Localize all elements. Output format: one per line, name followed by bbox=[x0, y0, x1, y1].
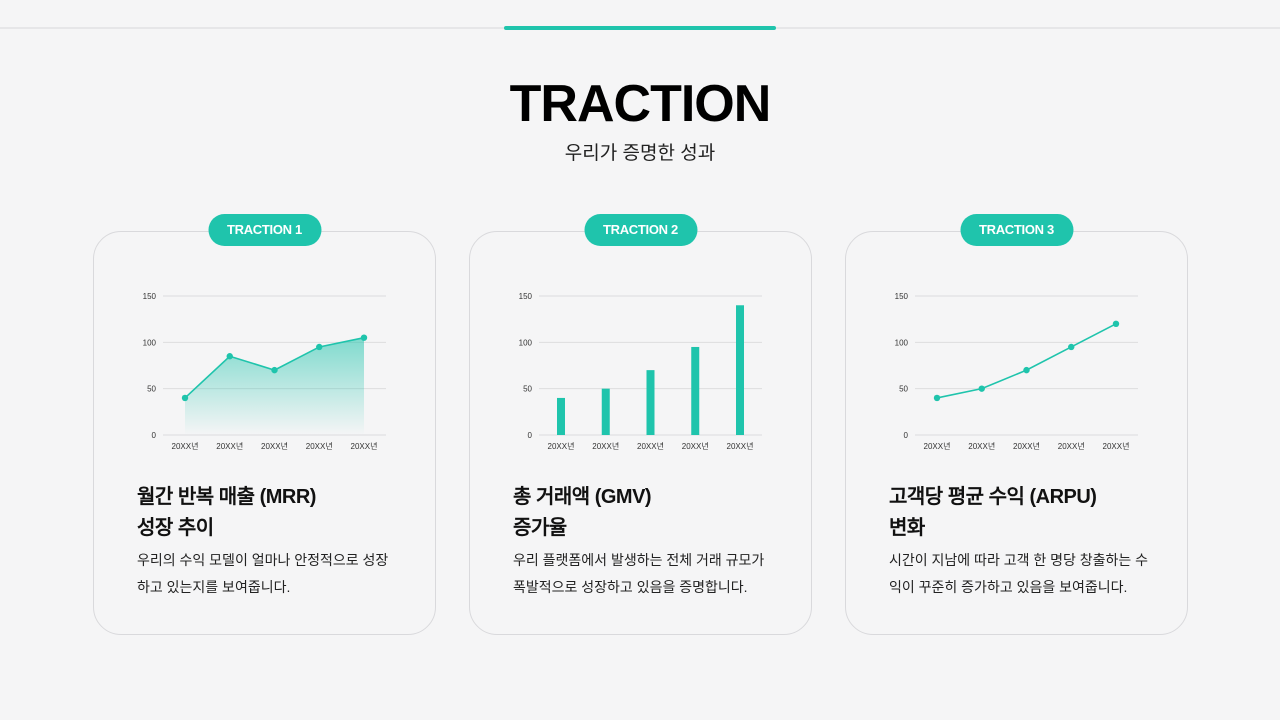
x-tick-label: 20XX년 bbox=[306, 441, 333, 451]
x-tick-label: 20XX년 bbox=[1013, 441, 1040, 451]
x-tick-label: 20XX년 bbox=[592, 441, 619, 451]
y-tick-label: 0 bbox=[904, 431, 909, 440]
traction-card-2: TRACTION 2 0 50 100 150 20XX년 20XX년 20XX년 20XX년… bbox=[469, 214, 812, 635]
y-tick-label: 50 bbox=[147, 385, 156, 394]
traction-card-1: TRACTION 1 0 50 100 150 20XX년 20XX년 20XX년 20XX년… bbox=[93, 214, 436, 635]
card-desc-line: 폭발적으로 성장하고 있음을 증명합니다. bbox=[513, 579, 748, 595]
x-tick-label: 20XX년 bbox=[548, 441, 575, 451]
x-tick-label: 20XX년 bbox=[261, 441, 288, 451]
bar bbox=[646, 370, 655, 435]
bar bbox=[601, 388, 610, 435]
bar bbox=[557, 397, 565, 435]
card-desc-line: 우리의 수익 모델이 얼마나 안정적으로 성장 bbox=[137, 552, 389, 568]
x-tick-label: 20XX년 bbox=[924, 441, 951, 451]
card-title-line: 증가율 bbox=[513, 517, 567, 539]
card-desc-line: 시간이 지남에 따라 고객 한 명당 창출하는 수 bbox=[889, 552, 1149, 568]
bar bbox=[691, 346, 700, 435]
data-point bbox=[181, 394, 189, 402]
card-title: 총 거래액 (GMV) 증가율 bbox=[513, 482, 793, 544]
card-title-line: 성장 추이 bbox=[137, 517, 214, 539]
traction-badge: TRACTION 3 bbox=[959, 214, 1074, 246]
x-tick-label: 20XX년 bbox=[172, 441, 199, 451]
y-tick-label: 100 bbox=[143, 338, 157, 347]
page-subtitle: 우리가 증명한 성과 bbox=[564, 143, 716, 164]
series-line bbox=[936, 323, 1117, 399]
data-point bbox=[1112, 320, 1120, 327]
y-tick-label: 0 bbox=[528, 431, 533, 440]
data-point bbox=[978, 385, 985, 392]
card-title: 고객당 평균 수익 (ARPU) 변화 bbox=[889, 482, 1169, 544]
x-tick-label: 20XX년 bbox=[351, 441, 378, 451]
card-desc-line: 익이 꾸준히 증가하고 있음을 보여줍니다. bbox=[889, 579, 1128, 595]
traction-badge: TRACTION 2 bbox=[583, 214, 698, 246]
y-tick-label: 150 bbox=[895, 292, 909, 301]
data-point bbox=[226, 353, 233, 360]
x-tick-label: 20XX년 bbox=[637, 441, 664, 451]
card-title: 월간 반복 매출 (MRR) 성장 추이 bbox=[137, 482, 417, 544]
arpu-chart: 0 50 100 150 20XX년 20XX년 20XX년 20XX년 20XX년 bbox=[895, 292, 1138, 451]
card-title-line: 월간 반복 매출 (MRR) bbox=[137, 486, 316, 508]
card-title-line: 총 거래액 (GMV) bbox=[513, 486, 652, 508]
traction-badge: TRACTION 1 bbox=[207, 214, 322, 246]
x-tick-label: 20XX년 bbox=[682, 441, 709, 451]
x-tick-label: 20XX년 bbox=[968, 441, 995, 451]
x-tick-label: 20XX년 bbox=[216, 441, 243, 451]
data-point bbox=[271, 366, 278, 374]
x-tick-label: 20XX년 bbox=[1058, 441, 1085, 451]
data-point bbox=[360, 334, 368, 341]
data-point bbox=[1023, 366, 1030, 374]
gmv-chart: 0 50 100 150 20XX년 20XX년 20XX년 20XX년 20XX년 bbox=[519, 292, 762, 451]
y-tick-label: 150 bbox=[519, 292, 533, 301]
mrr-chart: 0 50 100 150 20XX년 20XX년 20XX년 20XX년 20XX년 bbox=[143, 292, 386, 451]
y-tick-label: 150 bbox=[143, 292, 157, 301]
bar bbox=[736, 305, 744, 435]
y-tick-label: 100 bbox=[519, 338, 533, 347]
x-tick-label: 20XX년 bbox=[727, 441, 754, 451]
y-tick-label: 50 bbox=[523, 385, 532, 394]
y-tick-label: 50 bbox=[899, 385, 908, 394]
traction-card-3: TRACTION 3 0 50 100 150 20XX년 20XX년 20XX년 20XX년… bbox=[845, 214, 1188, 635]
card-desc-line: 하고 있는지를 보여줍니다. bbox=[137, 579, 291, 595]
top-accent-bar bbox=[504, 26, 776, 30]
data-point bbox=[316, 343, 323, 351]
data-point bbox=[1068, 343, 1075, 351]
card-title-line: 변화 bbox=[889, 517, 925, 539]
y-tick-label: 0 bbox=[152, 431, 157, 440]
card-title-line: 고객당 평균 수익 (ARPU) bbox=[889, 486, 1097, 508]
x-tick-label: 20XX년 bbox=[1103, 441, 1130, 451]
data-point bbox=[933, 394, 941, 402]
page-title: TRACTION bbox=[509, 75, 772, 133]
area-fill bbox=[185, 337, 364, 435]
y-tick-label: 100 bbox=[895, 338, 909, 347]
card-desc-line: 우리 플랫폼에서 발생하는 전체 거래 규모가 bbox=[513, 552, 765, 568]
